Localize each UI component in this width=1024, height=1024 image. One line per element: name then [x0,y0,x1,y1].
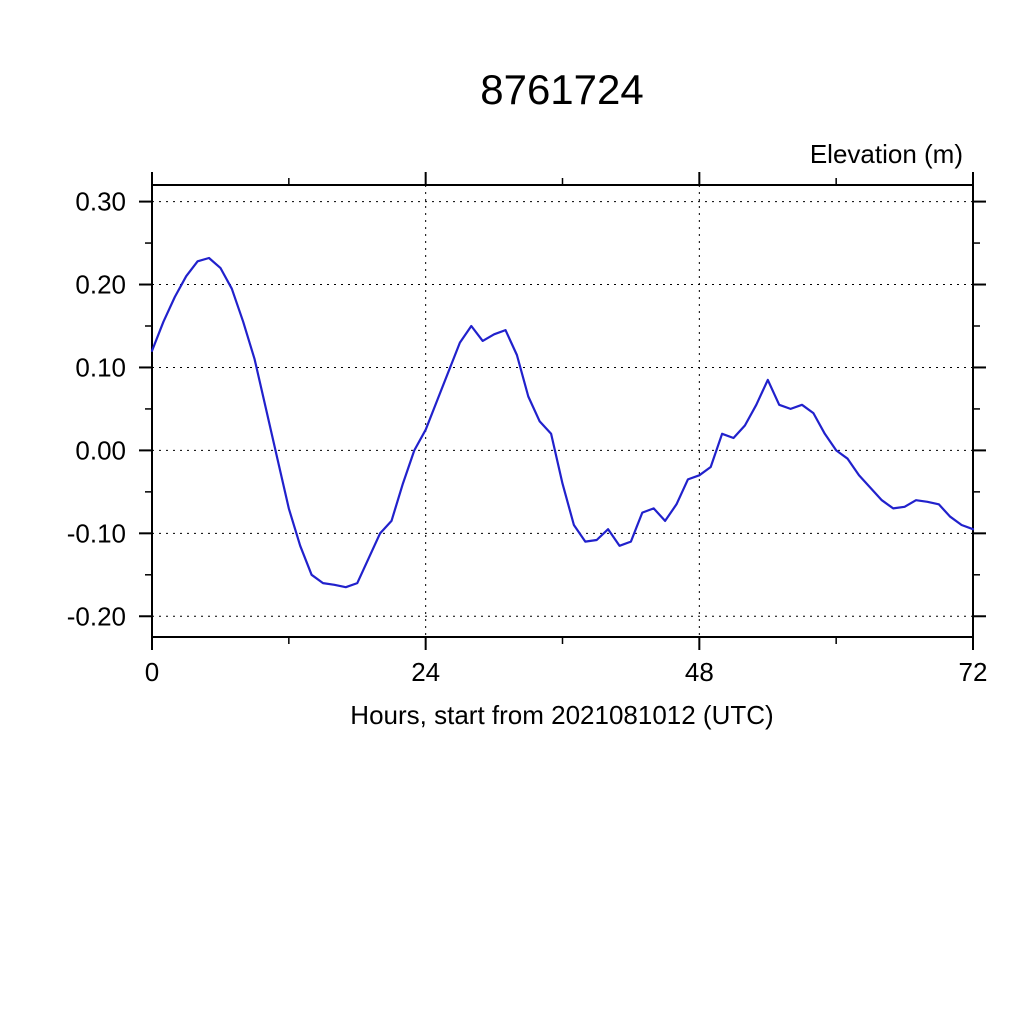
x-tick-label: 48 [685,657,714,687]
axis-ticks [139,172,986,650]
x-axis-label: Hours, start from 2021081012 (UTC) [350,700,773,730]
gridlines [152,185,973,637]
y-tick-label: -0.10 [67,518,126,548]
y-axis-label: Elevation (m) [810,139,963,169]
plot-frame [151,184,974,638]
x-tick-labels: 0 24 48 72 [145,657,988,687]
y-tick-label: -0.20 [67,601,126,631]
x-tick-label: 0 [145,657,159,687]
y-tick-label: 0.10 [75,352,126,382]
x-tick-label: 24 [411,657,440,687]
elevation-line [150,256,975,589]
x-tick-label: 72 [959,657,988,687]
y-tick-labels: 0.30 0.20 0.10 0.00 -0.10 -0.20 [67,187,126,632]
y-tick-label: 0.30 [75,187,126,217]
y-tick-label: 0.00 [75,435,126,465]
y-tick-label: 0.20 [75,270,126,300]
chart-title: 8761724 [480,66,644,113]
